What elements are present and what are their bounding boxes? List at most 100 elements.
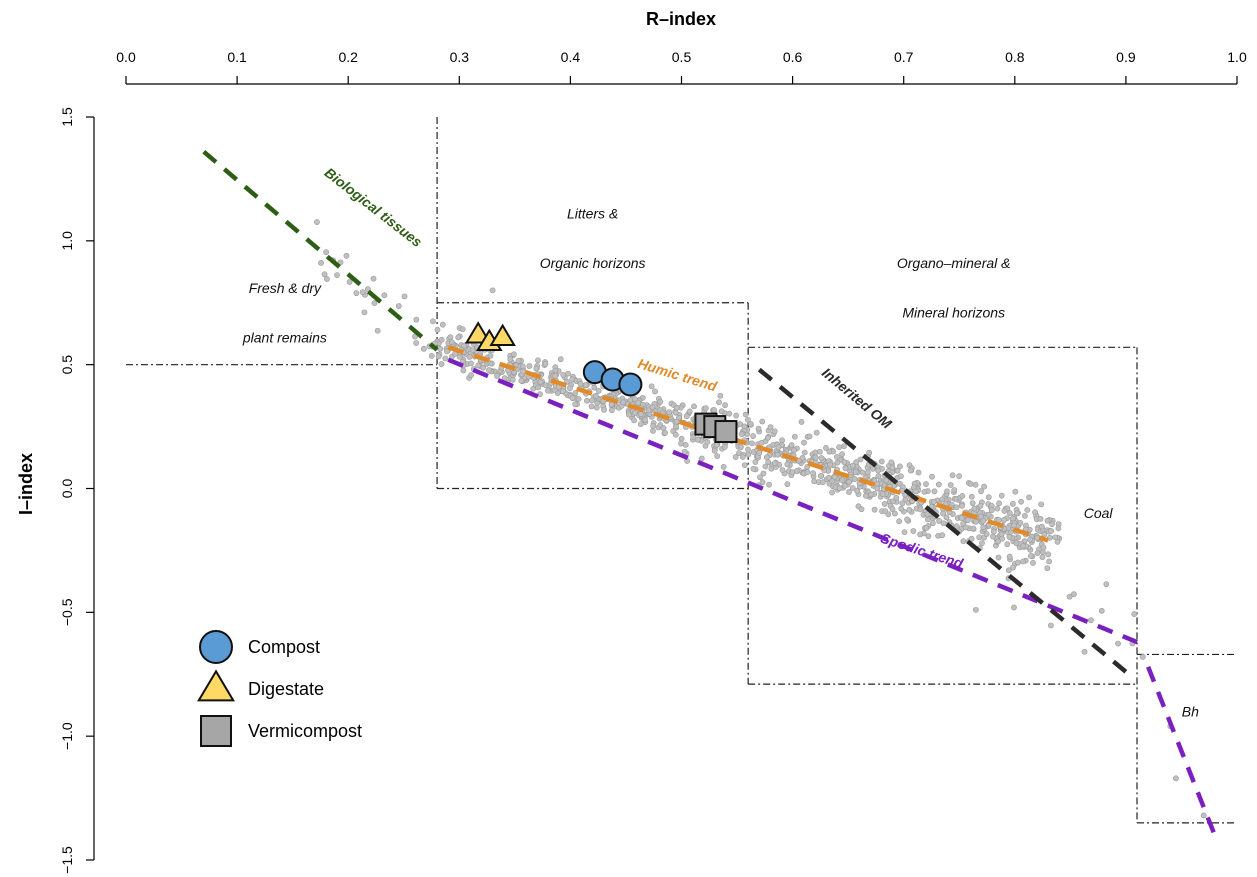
background-point: [1004, 541, 1011, 548]
background-point: [889, 506, 896, 513]
background-point: [817, 473, 824, 479]
background-point: [816, 448, 823, 455]
background-point: [1032, 509, 1038, 516]
x-tick-label: 0.8: [1005, 49, 1025, 65]
background-point: [760, 470, 767, 477]
background-point: [953, 504, 960, 511]
background-point: [970, 525, 977, 532]
background-point: [1088, 617, 1094, 624]
region-label: Fresh & dry: [249, 280, 322, 296]
background-point: [798, 419, 805, 425]
x-tick-label: 0.5: [672, 49, 692, 65]
background-point: [917, 506, 924, 513]
background-point: [371, 300, 378, 307]
background-point: [428, 353, 435, 359]
background-point: [881, 501, 888, 507]
background-point: [968, 535, 975, 542]
background-point: [921, 488, 928, 495]
background-point: [711, 447, 718, 454]
background-point: [929, 473, 935, 480]
background-point: [747, 420, 754, 427]
background-point: [806, 433, 813, 440]
background-point: [374, 327, 381, 334]
background-point: [718, 408, 725, 415]
background-point: [836, 485, 843, 492]
background-point: [678, 440, 684, 447]
background-point: [829, 489, 835, 496]
background-point: [849, 485, 856, 491]
background-point: [901, 529, 908, 536]
background-point: [859, 469, 866, 476]
y-tick-label: 0.0: [59, 479, 75, 499]
background-point: [1139, 653, 1146, 660]
background-point: [572, 401, 579, 408]
background-point: [321, 271, 328, 278]
background-point: [334, 272, 340, 279]
background-point: [1054, 538, 1061, 545]
background-point: [722, 402, 728, 409]
background-point: [810, 470, 817, 477]
background-point: [826, 448, 833, 455]
background-point: [741, 462, 748, 468]
background-point: [1055, 525, 1062, 532]
background-point: [1037, 515, 1044, 522]
background-point: [968, 493, 975, 500]
background-point: [434, 326, 441, 333]
background-point: [811, 478, 818, 485]
background-point: [1014, 559, 1021, 566]
background-point: [972, 518, 979, 525]
background-point: [515, 358, 522, 364]
background-point: [897, 463, 903, 470]
trend-label: Humic trend: [636, 355, 719, 394]
trend-line: [447, 345, 1049, 543]
trend-line: [202, 149, 439, 352]
background-point: [1011, 604, 1017, 611]
background-point: [595, 387, 602, 394]
background-point: [537, 379, 544, 386]
background-point: [455, 334, 462, 341]
background-point: [738, 444, 744, 451]
background-point: [741, 423, 748, 430]
background-point: [582, 382, 589, 389]
legend-triangle-icon: [196, 669, 236, 702]
background-point: [870, 465, 876, 472]
region-label: Coal: [1084, 505, 1114, 521]
background-point: [936, 518, 942, 524]
trend-lines: [202, 149, 1217, 837]
background-point: [666, 409, 672, 416]
background-point: [960, 538, 967, 545]
background-point: [907, 467, 914, 474]
background-point: [430, 318, 436, 325]
background-point: [552, 372, 559, 379]
background-point: [364, 286, 371, 293]
background-point: [437, 345, 444, 352]
x-tick-label: 0.7: [894, 49, 914, 65]
background-point: [1020, 558, 1027, 565]
background-point: [801, 439, 807, 446]
background-point: [765, 459, 772, 466]
background-point: [958, 515, 965, 522]
background-point: [791, 433, 798, 440]
region-boundaries: [126, 117, 1237, 824]
background-point: [784, 481, 791, 488]
background-point: [775, 444, 782, 451]
legend-circle-icon: [199, 630, 233, 664]
background-point: [951, 487, 958, 493]
background-point: [973, 606, 979, 613]
background-point: [370, 275, 377, 282]
background-point: [1026, 494, 1032, 501]
region-label: Organo–mineral &: [897, 255, 1011, 271]
background-point: [323, 249, 330, 256]
background-point: [764, 434, 771, 441]
background-point: [939, 532, 946, 539]
background-point: [917, 531, 924, 538]
background-point: [888, 459, 895, 466]
background-point: [894, 467, 901, 474]
background-point: [959, 492, 966, 499]
background-point: [829, 478, 836, 485]
background-point: [789, 469, 796, 476]
background-point: [526, 363, 533, 369]
background-point: [439, 321, 446, 328]
background-point: [896, 518, 903, 525]
background-point: [995, 538, 1002, 545]
